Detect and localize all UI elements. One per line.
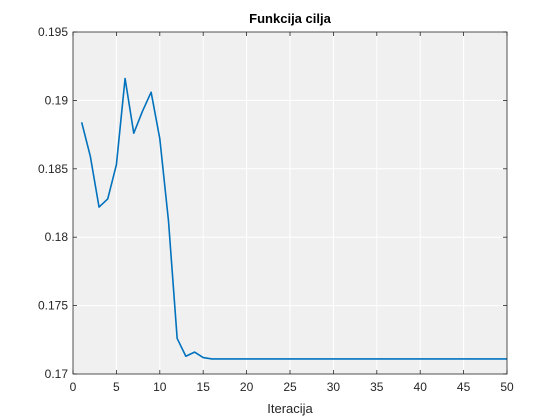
y-tick-label: 0.19 — [45, 93, 69, 107]
x-tick-label: 40 — [414, 380, 428, 394]
x-tick-label: 35 — [370, 380, 384, 394]
y-tick-label: 0.195 — [38, 25, 68, 39]
x-tick-labels: 0 5 10 15 20 25 30 35 40 45 50 — [70, 380, 514, 394]
x-axis-title: Iteracija — [267, 401, 313, 416]
y-tick-label: 0.18 — [45, 230, 69, 244]
x-tick-label: 50 — [500, 380, 514, 394]
chart-title: Funkcija cilja — [249, 11, 331, 26]
x-tick-label: 45 — [457, 380, 471, 394]
series-group — [80, 77, 507, 360]
x-tick-label: 20 — [240, 380, 254, 394]
x-tick-label: 25 — [283, 380, 297, 394]
y-tick-label: 0.185 — [38, 162, 68, 176]
x-tick-label: 0 — [70, 380, 77, 394]
x-tick-label: 5 — [113, 380, 120, 394]
y-tick-label: 0.175 — [38, 299, 68, 313]
series-line — [80, 77, 507, 360]
x-tick-label: 15 — [197, 380, 211, 394]
x-tick-label: 10 — [153, 380, 167, 394]
x-tick-label: 30 — [327, 380, 341, 394]
tick-marks — [72, 31, 508, 375]
y-tick-label: 0.17 — [45, 367, 69, 381]
y-tick-labels: 0.17 0.175 0.18 0.185 0.19 0.195 — [38, 25, 68, 381]
